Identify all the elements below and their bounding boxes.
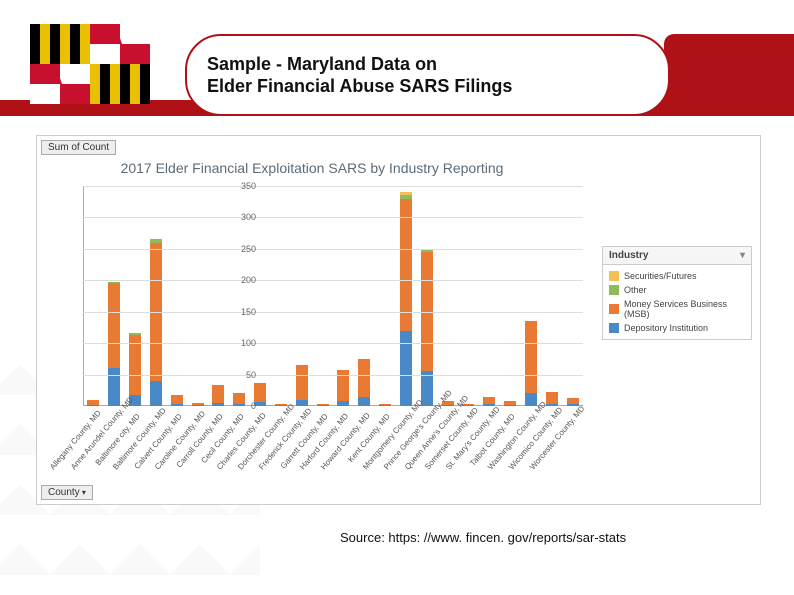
bar-segment (400, 192, 412, 195)
bar-column[interactable] (317, 404, 329, 407)
bar-segment (108, 283, 120, 368)
gridline (83, 280, 583, 281)
gridline (83, 217, 583, 218)
bar-segment (358, 359, 370, 397)
chart-bars (83, 186, 583, 406)
bar-column[interactable] (567, 398, 579, 406)
bar-segment (421, 371, 433, 406)
bar-segment (337, 401, 349, 406)
bar-column[interactable] (87, 400, 99, 406)
bar-segment (87, 405, 99, 406)
legend-item[interactable]: Depository Institution (609, 321, 745, 335)
source-citation: Source: https: //www. fincen. gov/report… (340, 530, 626, 545)
chart-title: 2017 Elder Financial Exploitation SARS b… (37, 160, 587, 176)
chart-legend: Industry ▾ Securities/Futures Other Money … (602, 246, 752, 340)
y-tick-label: 200 (241, 275, 256, 285)
y-tick-label: 250 (241, 244, 256, 254)
bar-segment (296, 400, 308, 406)
bar-column[interactable] (421, 250, 433, 406)
bar-segment (546, 392, 558, 403)
legend-label: Other (624, 285, 647, 295)
bar-column[interactable] (192, 403, 204, 406)
bar-column[interactable] (150, 239, 162, 406)
bar-segment (421, 250, 433, 252)
legend-label: Money Services Business (MSB) (624, 299, 745, 319)
bar-segment (171, 404, 183, 406)
legend-item[interactable]: Other (609, 283, 745, 297)
bar-column[interactable] (212, 385, 224, 406)
bar-segment (254, 383, 266, 402)
y-tick-label: 300 (241, 212, 256, 222)
bar-segment (504, 401, 516, 405)
y-tick-label: 150 (241, 307, 256, 317)
y-tick-label: 50 (246, 370, 256, 380)
chart-container: Sum of Count County 2017 Elder Financial… (36, 135, 761, 505)
chart-badge-measure[interactable]: Sum of Count (41, 140, 116, 155)
bar-segment (233, 404, 245, 406)
legend-swatch (609, 285, 619, 295)
bar-segment (192, 405, 204, 406)
bar-segment (525, 393, 537, 406)
maryland-flag-icon (30, 24, 150, 104)
bar-segment (483, 397, 495, 405)
bar-segment (171, 395, 183, 404)
bar-column[interactable] (379, 404, 391, 406)
legend-swatch (609, 323, 619, 333)
bar-segment (317, 405, 329, 406)
bar-column[interactable] (233, 393, 245, 406)
y-tick-label: 350 (241, 181, 256, 191)
gridline (83, 249, 583, 250)
chart-badge-dimension[interactable]: County (41, 485, 93, 500)
legend-item[interactable]: Securities/Futures (609, 269, 745, 283)
bar-segment (108, 282, 120, 284)
bar-segment (212, 385, 224, 403)
legend-label: Depository Institution (624, 323, 708, 333)
bar-segment (296, 365, 308, 400)
bar-segment (212, 403, 224, 406)
y-tick-label: 0 (251, 401, 256, 411)
gridline (83, 343, 583, 344)
bar-segment (192, 403, 204, 406)
bar-segment (400, 195, 412, 198)
legend-swatch (609, 271, 619, 281)
bar-segment (150, 381, 162, 406)
bar-column[interactable] (525, 321, 537, 406)
legend-title: Industry ▾ (603, 247, 751, 265)
gridline (83, 186, 583, 187)
bar-segment (317, 404, 329, 406)
bar-column[interactable] (296, 365, 308, 406)
bar-segment (379, 404, 391, 405)
bar-segment (400, 331, 412, 406)
chart-plot-area (83, 186, 583, 406)
legend-swatch (609, 304, 619, 314)
bar-segment (87, 400, 99, 405)
legend-item[interactable]: Money Services Business (MSB) (609, 297, 745, 321)
y-tick-label: 100 (241, 338, 256, 348)
gridline (83, 312, 583, 313)
header-stripe-cap (664, 34, 794, 116)
bar-segment (504, 405, 516, 406)
legend-label: Securities/Futures (624, 271, 697, 281)
bar-segment (567, 398, 579, 404)
bar-segment (358, 397, 370, 406)
bar-segment (129, 333, 141, 335)
bar-column[interactable] (546, 392, 558, 406)
slide-title-line1: Sample - Maryland Data on (207, 53, 648, 76)
slide-title-line2: Elder Financial Abuse SARS Filings (207, 75, 648, 98)
bar-segment (233, 393, 245, 404)
bar-column[interactable] (504, 401, 516, 406)
bar-segment (379, 405, 391, 406)
bar-column[interactable] (171, 395, 183, 406)
gridline (83, 375, 583, 376)
bar-segment (150, 239, 162, 242)
bar-column[interactable] (358, 359, 370, 406)
slide-title-box: Sample - Maryland Data on Elder Financia… (185, 34, 670, 116)
filter-icon[interactable]: ▾ (740, 250, 745, 261)
bar-segment (525, 321, 537, 393)
